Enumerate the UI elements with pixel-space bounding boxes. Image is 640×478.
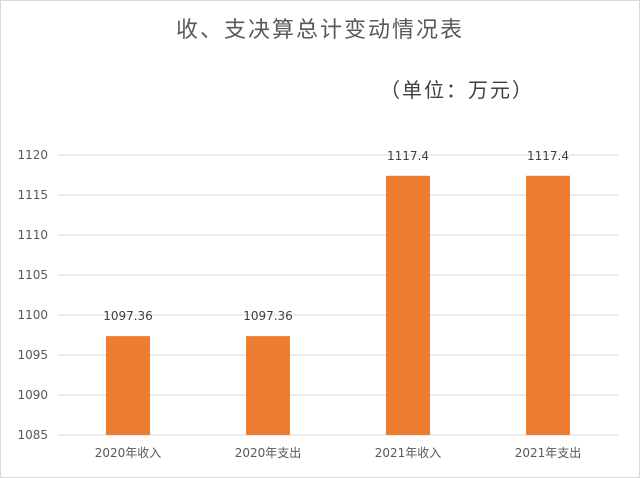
x-category-label: 2020年支出 <box>235 446 302 460</box>
data-labels: 1097.36 1097.36 1117.4 1117.4 <box>103 149 569 323</box>
bar <box>386 175 430 436</box>
gridlines <box>58 154 618 436</box>
data-label: 1117.4 <box>387 149 429 163</box>
y-tick-label: 1100 <box>17 308 48 322</box>
y-axis: 1085 1090 1095 1100 1105 1110 1115 1120 <box>17 148 48 442</box>
x-axis: 2020年收入 2020年支出 2021年收入 2021年支出 <box>95 446 582 460</box>
data-label: 1097.36 <box>103 309 153 323</box>
bars <box>106 175 570 436</box>
x-category-label: 2020年收入 <box>95 446 162 460</box>
y-tick-label: 1085 <box>17 428 48 442</box>
chart-title: 收、支决算总计变动情况表 <box>175 18 464 43</box>
y-tick-label: 1105 <box>17 268 48 282</box>
y-tick-label: 1120 <box>17 148 48 162</box>
data-label: 1097.36 <box>243 309 293 323</box>
data-label: 1117.4 <box>527 149 569 163</box>
x-category-label: 2021年支出 <box>515 446 582 460</box>
chart-unit-subtitle: （单位：万元） <box>380 78 534 102</box>
y-tick-label: 1110 <box>17 228 48 242</box>
y-tick-label: 1115 <box>17 188 48 202</box>
bar <box>106 336 150 435</box>
y-tick-label: 1095 <box>17 348 48 362</box>
bar <box>246 336 290 435</box>
y-tick-label: 1090 <box>17 388 48 402</box>
bar <box>526 175 570 436</box>
x-category-label: 2021年收入 <box>375 446 442 460</box>
